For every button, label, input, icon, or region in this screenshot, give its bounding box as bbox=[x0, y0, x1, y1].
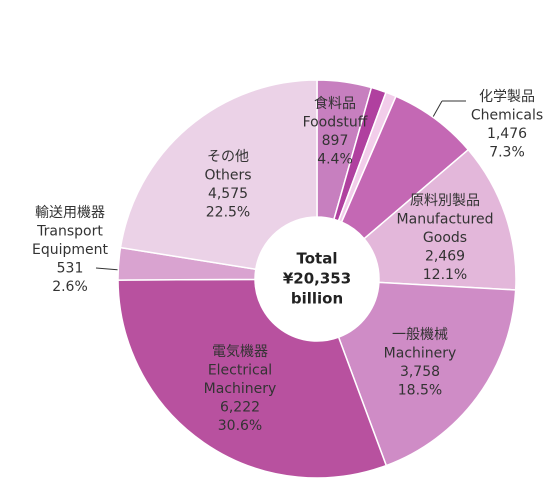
donut-slice bbox=[363, 148, 517, 291]
center-label: ¥20,353 bbox=[283, 270, 351, 288]
slice-label: Transport bbox=[36, 224, 103, 240]
slice-label: 3,758 bbox=[400, 364, 440, 380]
slice-label: Machinery bbox=[384, 346, 457, 362]
slice-label: Machinery bbox=[204, 381, 277, 397]
slice-label: 化学製品 bbox=[479, 89, 535, 105]
center-label: Total bbox=[297, 250, 338, 268]
slice-label: 30.6% bbox=[218, 418, 262, 434]
slice-label: Foodstuff bbox=[303, 115, 368, 131]
slice-label: 輸送用機器 bbox=[35, 205, 105, 221]
slice-label: 6,222 bbox=[220, 400, 260, 416]
slice-label: Electrical bbox=[208, 363, 272, 379]
slice-label: Equipment bbox=[32, 242, 109, 258]
slice-label: 4.4% bbox=[317, 152, 353, 168]
donut-slice bbox=[337, 281, 517, 467]
slice-label: 電気機器 bbox=[212, 344, 268, 360]
slice-label: 1,476 bbox=[487, 126, 527, 142]
slice-label: 4,575 bbox=[208, 186, 248, 202]
slice-label: 897 bbox=[322, 133, 349, 149]
slice-label: 一般機械 bbox=[392, 327, 448, 343]
slice-label: 原料別製品 bbox=[410, 193, 480, 209]
donut-slice bbox=[119, 79, 318, 271]
donut-slice bbox=[117, 278, 388, 478]
slice-label: 22.5% bbox=[206, 205, 250, 221]
slice-label: 7.3% bbox=[489, 145, 525, 161]
slice-label: 18.5% bbox=[398, 383, 442, 399]
slice-label: Others bbox=[204, 168, 251, 184]
slice-label: Goods bbox=[423, 230, 467, 246]
slice-label: 12.1% bbox=[423, 267, 467, 283]
slice-label: 2,469 bbox=[425, 249, 465, 265]
slice-label: 2.6% bbox=[52, 279, 88, 295]
slice-label: 531 bbox=[57, 261, 84, 277]
center-label: billion bbox=[291, 290, 343, 308]
slice-label: Chemicals bbox=[471, 108, 543, 124]
slice-label: Manufactured bbox=[397, 212, 494, 228]
slice-label: その他 bbox=[207, 149, 249, 165]
slice-label: 食料品 bbox=[314, 95, 356, 112]
